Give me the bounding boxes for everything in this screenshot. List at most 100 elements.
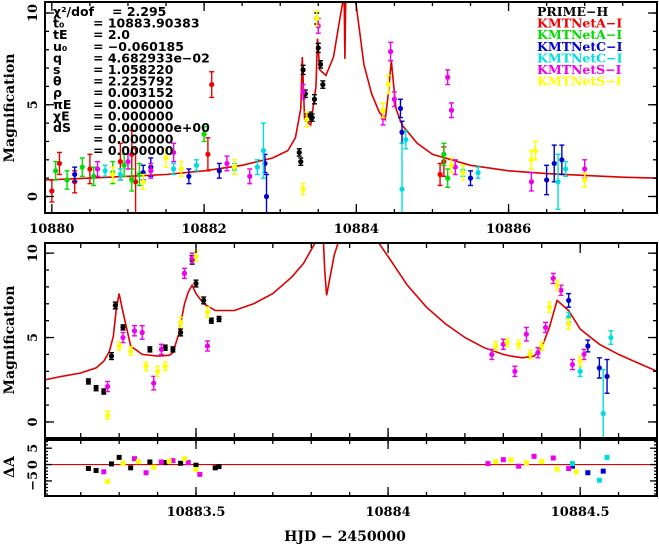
model-curve — [45, 243, 657, 381]
data-point — [311, 96, 318, 102]
data-point — [527, 351, 533, 358]
data-point — [528, 157, 535, 163]
data-point — [162, 460, 168, 466]
data-point — [201, 131, 207, 137]
middle-y-axis-title: Magnification — [2, 286, 18, 395]
data-point — [315, 45, 321, 51]
data-point — [102, 168, 108, 174]
parameter-value: = 0.000000 — [93, 108, 174, 123]
data-point — [116, 343, 122, 349]
series-kmtnetci — [102, 122, 569, 213]
data-point — [193, 162, 200, 168]
legend: PRIME−HKMTNetA−IKMTNetA−IKMTNetC−IKMTNet… — [537, 4, 623, 89]
y-tick-label: −5 — [26, 471, 41, 491]
legend-entry: KMTNetC−I — [537, 39, 623, 54]
parameter-label: s — [53, 62, 60, 77]
frame — [44, 439, 658, 497]
data-point — [170, 458, 176, 464]
data-point — [178, 460, 184, 466]
parameter-label: dS — [53, 120, 71, 135]
data-point — [117, 171, 123, 178]
plot-area — [45, 243, 657, 438]
data-point — [516, 463, 522, 469]
data-point — [600, 468, 606, 474]
data-point — [110, 171, 116, 178]
parameter-value: = 10883.90383 — [93, 16, 200, 31]
data-point — [117, 159, 123, 165]
data-point — [577, 358, 583, 364]
parameter-label: ρ — [53, 85, 62, 100]
data-point — [108, 353, 115, 359]
legend-entry: KMTNetS−I — [537, 62, 622, 77]
data-point — [566, 321, 572, 327]
x-axis-title: HJD − 2450000 — [284, 529, 406, 545]
data-point — [508, 457, 514, 463]
data-point — [441, 151, 447, 157]
data-point — [193, 466, 199, 472]
legend-entry: PRIME−H — [537, 4, 608, 19]
data-point — [208, 318, 214, 324]
y-tick-label: 10 — [26, 244, 41, 262]
data-point — [129, 177, 135, 183]
parameter-value: = 0.000000e+00 — [93, 120, 210, 135]
data-point — [94, 166, 101, 172]
residual-panel: −5 0 5 10883.5 10884 10884.5 — [26, 439, 658, 520]
data-point — [304, 116, 310, 123]
parameter-label: θ — [53, 74, 62, 89]
parameter-label: πE — [53, 97, 71, 112]
data-point — [300, 186, 306, 192]
data-point — [72, 171, 78, 178]
data-point — [566, 297, 572, 304]
data-point — [85, 378, 92, 385]
data-point — [493, 343, 499, 349]
parameter-value: = 0.000000 — [93, 97, 174, 112]
data-point — [448, 107, 455, 113]
data-point — [260, 148, 267, 154]
data-point — [143, 470, 149, 476]
overview-panel: 10880 10882 10884 10886 0 5 10 — [26, 1, 658, 237]
parameter-label: u₀ — [53, 39, 67, 54]
parameter-label: χE — [53, 108, 70, 123]
series-primeh — [85, 454, 222, 473]
legend-entry: KMTNetA−I — [537, 16, 622, 31]
data-point — [582, 166, 588, 172]
data-point — [467, 175, 474, 181]
data-point — [120, 324, 126, 331]
data-point — [551, 160, 557, 167]
data-point — [550, 275, 556, 282]
data-point — [79, 164, 85, 170]
y-tick-label: 5 — [26, 100, 41, 109]
x-tick-label: 10882 — [181, 222, 226, 237]
data-point — [112, 302, 118, 309]
data-point — [531, 453, 537, 459]
data-point — [569, 361, 576, 368]
x-tick-label: 10884 — [334, 222, 379, 237]
data-point — [193, 462, 199, 468]
legend-entry: KMTNetC−I — [537, 50, 623, 65]
series-kmtnetci — [569, 463, 606, 476]
data-point — [399, 129, 405, 135]
data-point — [300, 67, 306, 73]
parameter-value: = −0.060185 — [93, 39, 184, 54]
data-point — [596, 365, 602, 371]
data-point — [224, 160, 230, 167]
data-point — [247, 173, 253, 179]
data-point — [231, 164, 238, 170]
data-point — [158, 459, 164, 465]
data-point — [148, 168, 154, 174]
series-kmtnetci — [569, 454, 610, 483]
data-point — [131, 328, 138, 334]
series-kmtnetsi — [105, 252, 587, 393]
y-tick-label: 0 — [26, 417, 41, 426]
data-point — [105, 383, 111, 390]
data-point — [523, 460, 529, 466]
data-point — [53, 168, 59, 174]
data-point — [460, 170, 466, 176]
data-point — [101, 469, 107, 475]
data-point — [500, 457, 506, 463]
y-tick-label: 10 — [26, 4, 41, 22]
series-kmtnetsi — [110, 10, 588, 196]
x-tick-label: 10886 — [486, 222, 531, 237]
data-point — [162, 363, 168, 369]
